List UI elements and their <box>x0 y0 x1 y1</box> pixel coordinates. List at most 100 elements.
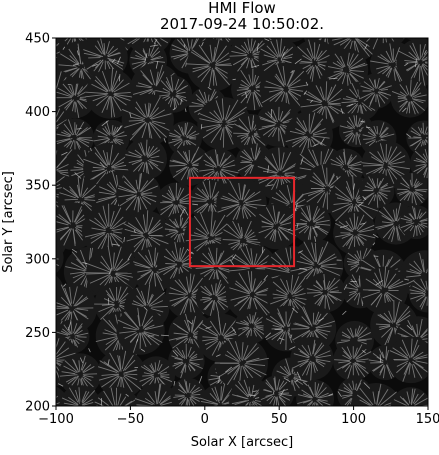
flow-arrow <box>420 10 430 18</box>
flow-arrow <box>43 223 47 239</box>
flow-arrow <box>379 411 393 421</box>
flow-arrow <box>38 270 40 290</box>
flow-arrow <box>45 60 49 84</box>
flow-arrow <box>41 297 48 320</box>
flow-arrow <box>251 329 252 336</box>
flow-arrow <box>208 408 218 416</box>
flow-arrow <box>141 18 148 30</box>
flow-arrow <box>59 33 72 37</box>
flow-arrow <box>429 282 432 291</box>
y-tick-label: 400 <box>25 105 50 120</box>
flow-arrow <box>100 16 109 30</box>
flow-arrow <box>81 411 82 426</box>
flow-arrow <box>42 282 54 293</box>
flow-arrow <box>37 229 45 237</box>
flow-arrow <box>35 361 48 365</box>
flow-arrow <box>222 33 231 37</box>
flow-arrow <box>55 31 70 32</box>
flow-arrow <box>429 278 439 285</box>
y-tick-label: 200 <box>25 400 50 415</box>
flow-arrow <box>45 195 46 207</box>
flow-arrow <box>26 164 50 171</box>
flow-arrow <box>95 33 106 34</box>
x-tick-label: −50 <box>117 412 144 427</box>
flow-arrow <box>113 23 126 32</box>
flow-arrow <box>27 171 50 172</box>
flow-arrow <box>150 409 156 422</box>
chart-subtitle: 2017-09-24 10:50:02. <box>160 15 324 33</box>
flow-arrow <box>431 166 438 173</box>
flow-arrow <box>213 408 219 422</box>
flow-arrow <box>27 194 41 207</box>
flow-arrow <box>51 245 56 252</box>
flow-arrow <box>223 407 238 417</box>
flow-arrow <box>429 166 431 179</box>
flow-arrow <box>331 33 347 38</box>
flow-arrow <box>431 166 437 173</box>
flow-arrow <box>75 18 77 30</box>
flow-arrow <box>349 409 372 410</box>
flow-arrow <box>44 152 52 168</box>
flow-arrow <box>40 194 44 212</box>
flow-arrow <box>405 10 414 19</box>
flow-arrow <box>210 408 218 420</box>
flow-arrow <box>49 143 53 166</box>
flow-arrow <box>223 408 233 420</box>
flow-arrow <box>52 341 54 350</box>
flow-arrow <box>113 415 116 431</box>
flow-arrow <box>432 153 439 161</box>
flow-arrow <box>225 406 236 409</box>
flow-arrow <box>363 21 381 25</box>
flow-arrow <box>70 17 73 28</box>
granule-cell <box>290 337 333 380</box>
flow-arrow <box>313 313 314 325</box>
flow-arrow <box>329 22 339 30</box>
flow-arrow <box>385 10 403 23</box>
flow-arrow <box>49 223 50 237</box>
flow-arrow <box>419 20 430 21</box>
flow-arrow <box>388 15 401 23</box>
flow-arrow <box>45 364 51 386</box>
flow-arrow <box>159 407 175 414</box>
flow-arrow <box>423 123 424 134</box>
flow-arrow <box>429 149 430 159</box>
flow-arrow <box>355 10 362 33</box>
flow-arrow <box>394 408 409 410</box>
flow-arrow <box>328 17 332 27</box>
flow-arrow <box>43 280 50 291</box>
flow-arrow <box>37 297 39 314</box>
flow-arrow <box>411 23 416 33</box>
flow-arrow <box>34 354 47 359</box>
flow-arrow <box>83 374 98 375</box>
flow-arrow <box>387 22 404 24</box>
flow-arrow <box>30 128 49 130</box>
flow-arrow <box>63 13 72 28</box>
granule-cell <box>391 79 430 118</box>
flow-arrow <box>291 329 309 330</box>
flow-arrow <box>45 132 50 145</box>
flow-arrow <box>400 16 412 20</box>
flow-arrow <box>372 2 382 22</box>
flow-arrow <box>29 60 41 65</box>
flow-arrow <box>418 22 428 31</box>
flow-arrow <box>369 19 381 24</box>
flow-arrow <box>348 11 353 32</box>
flow-arrow <box>233 79 236 80</box>
flow-arrow <box>225 407 235 411</box>
flow-arrow <box>404 24 414 36</box>
flow-arrow <box>354 19 355 32</box>
flow-arrow <box>155 410 156 428</box>
flow-arrow <box>431 294 439 296</box>
flow-arrow <box>81 409 84 421</box>
flow-arrow <box>34 242 45 247</box>
flow-arrow <box>26 274 39 292</box>
flow-arrow <box>379 409 402 411</box>
flow-arrow <box>50 143 53 167</box>
flow-arrow <box>29 296 38 307</box>
flow-arrow <box>402 411 408 418</box>
flow-arrow <box>140 407 155 410</box>
flow-arrow <box>40 132 48 141</box>
flow-arrow <box>433 165 439 169</box>
flow-arrow <box>57 33 72 37</box>
flow-arrow <box>32 241 45 242</box>
